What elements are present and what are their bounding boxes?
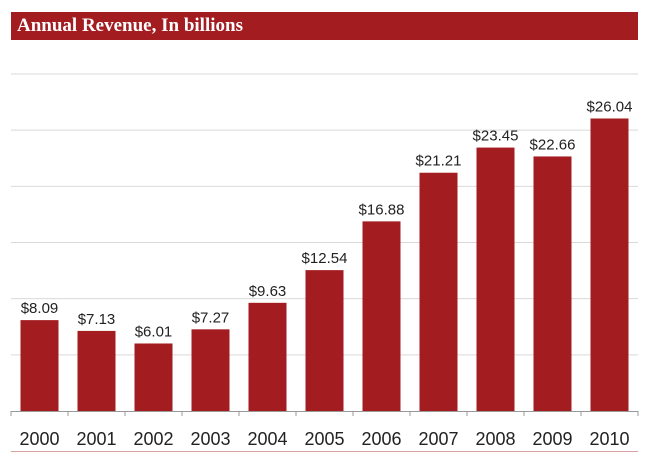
x-tick-label: 2003 [190, 429, 230, 449]
bar-2002 [134, 343, 173, 411]
x-tick-label: 2002 [133, 429, 173, 449]
x-tick-label: 2010 [589, 429, 629, 449]
x-tick-label: 2001 [76, 429, 116, 449]
x-tick-label: 2008 [475, 429, 515, 449]
chart-title-bar: Annual Revenue, In billions [11, 12, 638, 40]
bar-2003 [191, 329, 230, 411]
data-label: $26.04 [587, 98, 633, 115]
bar-2006 [362, 221, 401, 411]
data-label: $22.66 [530, 136, 576, 153]
bar-2009 [533, 156, 572, 411]
data-labels: $8.09 $7.13 $6.01 $7.27 $9.63 $12.54 $16.88 $21… [21, 98, 633, 340]
data-label: $21.21 [416, 153, 462, 170]
x-tick-label: 2006 [361, 429, 401, 449]
bar-2000 [20, 320, 59, 411]
data-label: $16.88 [359, 201, 405, 218]
data-label: $6.01 [135, 323, 173, 340]
data-label: $9.63 [249, 283, 287, 300]
x-tick-label: 2009 [532, 429, 572, 449]
x-tick-label: 2000 [19, 429, 59, 449]
bar-2008 [476, 147, 515, 411]
bar-2001 [77, 330, 116, 411]
x-tick-label: 2004 [247, 429, 287, 449]
x-axis: 2000 2001 2002 2003 2004 2005 2006 2007 2008 2009… [10, 411, 639, 449]
data-label: $12.54 [302, 250, 348, 267]
chart-title: Annual Revenue, In billions [17, 15, 243, 36]
data-label: $8.09 [21, 300, 59, 317]
bar-2010 [590, 118, 629, 411]
bar-2004 [248, 302, 287, 411]
data-label: $7.27 [192, 309, 230, 326]
data-label: $23.45 [473, 128, 519, 145]
data-label: $7.13 [78, 311, 116, 328]
bars [20, 118, 629, 411]
x-tick-label: 2005 [304, 429, 344, 449]
bottom-rule [11, 451, 638, 452]
x-tick-label: 2007 [418, 429, 458, 449]
bar-2007 [419, 172, 458, 411]
bar-2005 [305, 270, 344, 411]
